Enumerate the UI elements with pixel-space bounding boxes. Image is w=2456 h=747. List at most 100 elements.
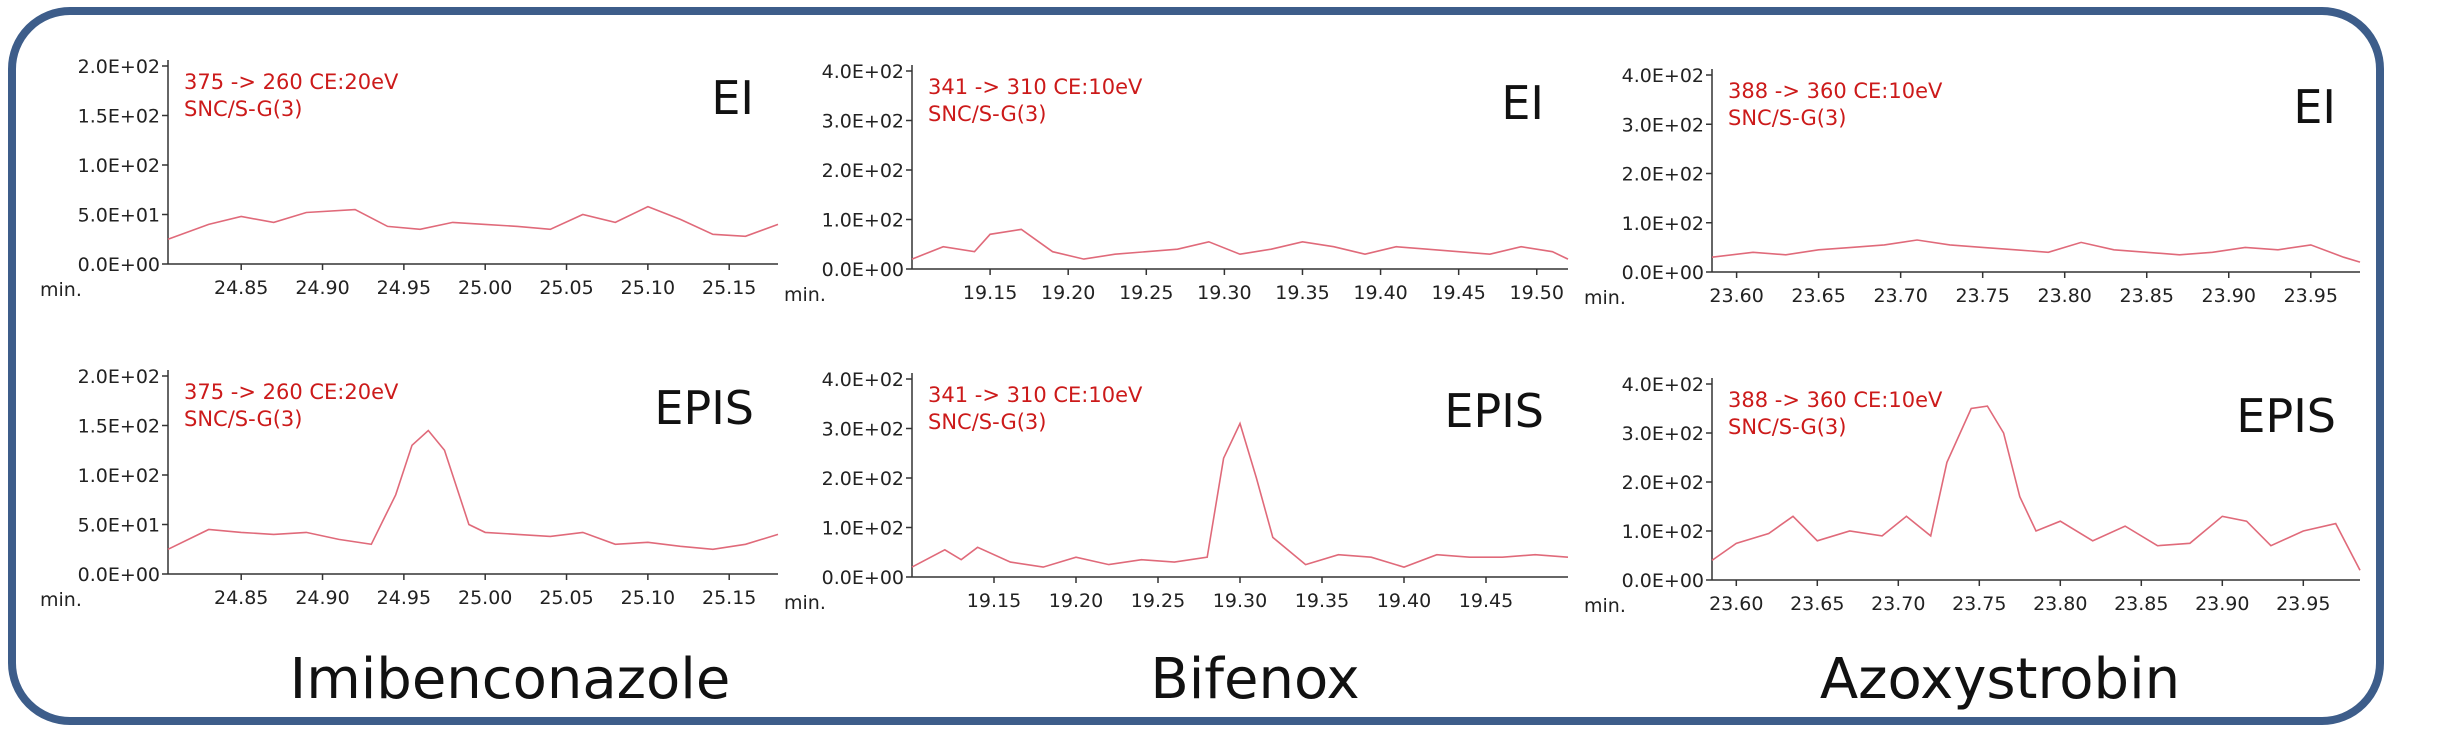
series-line xyxy=(1711,405,2361,571)
x-tick-label: 25.05 xyxy=(539,277,593,299)
y-tick-label: 4.0E+02 xyxy=(1622,374,1704,396)
x-tick-label: 23.90 xyxy=(2202,285,2256,307)
x-tick-label: 19.50 xyxy=(1510,282,1564,304)
ionization-mode-label: EPIS xyxy=(654,381,754,435)
smoothing-annotation: SNC/S-G(3) xyxy=(928,102,1046,126)
y-tick-label: 4.0E+02 xyxy=(822,369,904,391)
transition-annotation: 375 -> 260 CE:20eV xyxy=(184,380,399,404)
x-tick-label: 23.80 xyxy=(2038,285,2092,307)
y-tick-label: 0.0E+00 xyxy=(1622,262,1704,284)
x-tick-label: 19.20 xyxy=(1049,590,1103,612)
x-tick-label: 19.20 xyxy=(1041,282,1095,304)
chart-panel-2: 0.0E+00 1.0E+02 2.0E+02 3.0E+02 4.0E+02 19.15… xyxy=(784,61,1569,306)
x-tick-label: 19.25 xyxy=(1131,590,1185,612)
y-tick-label: 2.0E+02 xyxy=(78,56,160,78)
x-tick-label: 19.40 xyxy=(1377,590,1431,612)
transition-annotation: 388 -> 360 CE:10eV xyxy=(1728,388,1943,412)
x-tick-label: 24.85 xyxy=(214,277,268,299)
chart-panel-6: 0.0E+00 1.0E+02 2.0E+02 3.0E+02 4.0E+02 23.60… xyxy=(1584,374,2361,617)
x-tick-label: 24.85 xyxy=(214,587,268,609)
transition-annotation: 375 -> 260 CE:20eV xyxy=(184,70,399,94)
y-tick-label: 1.0E+02 xyxy=(822,518,904,540)
x-tick-label: 19.40 xyxy=(1353,282,1407,304)
y-tick-label: 5.0E+01 xyxy=(78,515,160,537)
x-tick-label: 19.45 xyxy=(1459,590,1513,612)
x-tick-label: 25.05 xyxy=(539,587,593,609)
x-tick-label: 19.35 xyxy=(1295,590,1349,612)
y-tick-label: 4.0E+02 xyxy=(822,61,904,83)
x-tick-label: 23.70 xyxy=(1873,285,1927,307)
y-tick-label: 3.0E+02 xyxy=(1622,114,1704,136)
smoothing-annotation: SNC/S-G(3) xyxy=(184,97,302,121)
x-tick-label: 23.75 xyxy=(1952,593,2006,615)
x-tick-label: 19.25 xyxy=(1119,282,1173,304)
x-tick-label: 19.35 xyxy=(1275,282,1329,304)
transition-annotation: 341 -> 310 CE:10eV xyxy=(928,383,1143,407)
y-tick-label: 1.5E+02 xyxy=(78,106,160,128)
x-tick-label: 23.65 xyxy=(1791,285,1845,307)
y-tick-label: 1.0E+02 xyxy=(78,465,160,487)
y-tick-label: 2.0E+02 xyxy=(1622,472,1704,494)
x-tick-label: 23.85 xyxy=(2114,593,2168,615)
x-tick-label: 23.65 xyxy=(1790,593,1844,615)
y-tick-label: 2.0E+02 xyxy=(822,160,904,182)
smoothing-annotation: SNC/S-G(3) xyxy=(928,410,1046,434)
ionization-mode-label: EI xyxy=(1501,76,1544,130)
x-axis-label: min. xyxy=(1584,595,1626,617)
x-tick-label: 19.30 xyxy=(1197,282,1251,304)
ionization-mode-label: EI xyxy=(2293,80,2336,134)
x-tick-label: 23.60 xyxy=(1709,593,1763,615)
outer-frame xyxy=(8,7,2384,725)
x-tick-label: 24.90 xyxy=(295,277,349,299)
series-line xyxy=(167,205,779,241)
x-tick-label: 23.95 xyxy=(2276,593,2330,615)
x-axis-label: min. xyxy=(1584,287,1626,309)
chart-panel-3: 0.0E+00 1.0E+02 2.0E+02 3.0E+02 4.0E+02 23.60… xyxy=(1584,65,2361,309)
y-tick-label: 3.0E+02 xyxy=(822,111,904,133)
y-tick-label: 5.0E+01 xyxy=(78,205,160,227)
x-tick-label: 23.60 xyxy=(1709,285,1763,307)
transition-annotation: 341 -> 310 CE:10eV xyxy=(928,75,1143,99)
series-line xyxy=(167,429,779,551)
chart-panel-4: 0.0E+00 5.0E+01 1.0E+02 1.5E+02 2.0E+02 24.85… xyxy=(40,366,779,611)
y-tick-label: 0.0E+00 xyxy=(78,254,160,276)
x-tick-label: 23.80 xyxy=(2033,593,2087,615)
series-line xyxy=(1711,239,2361,263)
y-tick-label: 4.0E+02 xyxy=(1622,65,1704,87)
smoothing-annotation: SNC/S-G(3) xyxy=(1728,415,1846,439)
x-tick-label: 25.10 xyxy=(621,277,675,299)
x-tick-label: 24.90 xyxy=(295,587,349,609)
ionization-mode-label: EPIS xyxy=(1444,384,1544,438)
x-axis-label: min. xyxy=(784,592,826,614)
y-tick-label: 2.0E+02 xyxy=(78,366,160,388)
x-tick-label: 23.85 xyxy=(2120,285,2174,307)
y-tick-label: 1.0E+02 xyxy=(78,155,160,177)
y-tick-label: 3.0E+02 xyxy=(1622,423,1704,445)
chart-panel-1: 0.0E+00 5.0E+01 1.0E+02 1.5E+02 2.0E+02 24.85… xyxy=(40,56,779,301)
series-line xyxy=(911,228,1569,260)
x-axis-label: min. xyxy=(40,279,82,301)
x-axis-label: min. xyxy=(40,589,82,611)
y-tick-label: 2.0E+02 xyxy=(822,468,904,490)
x-tick-label: 25.00 xyxy=(458,587,512,609)
x-tick-label: 25.15 xyxy=(702,277,756,299)
y-tick-label: 2.0E+02 xyxy=(1622,164,1704,186)
ionization-mode-label: EPIS xyxy=(2236,389,2336,443)
x-tick-label: 23.70 xyxy=(1871,593,1925,615)
series-line xyxy=(911,421,1569,568)
y-tick-label: 0.0E+00 xyxy=(822,259,904,281)
transition-annotation: 388 -> 360 CE:10eV xyxy=(1728,79,1943,103)
smoothing-annotation: SNC/S-G(3) xyxy=(184,407,302,431)
smoothing-annotation: SNC/S-G(3) xyxy=(1728,106,1846,130)
y-tick-label: 0.0E+00 xyxy=(1622,570,1704,592)
y-tick-label: 3.0E+02 xyxy=(822,419,904,441)
x-tick-label: 19.15 xyxy=(963,282,1017,304)
x-tick-label: 24.95 xyxy=(377,277,431,299)
x-tick-label: 23.95 xyxy=(2284,285,2338,307)
chart-panel-5: 0.0E+00 1.0E+02 2.0E+02 3.0E+02 4.0E+02 19.15… xyxy=(784,369,1569,614)
y-tick-label: 1.0E+02 xyxy=(822,210,904,232)
y-tick-label: 0.0E+00 xyxy=(822,567,904,589)
x-tick-label: 24.95 xyxy=(377,587,431,609)
x-tick-label: 23.90 xyxy=(2195,593,2249,615)
